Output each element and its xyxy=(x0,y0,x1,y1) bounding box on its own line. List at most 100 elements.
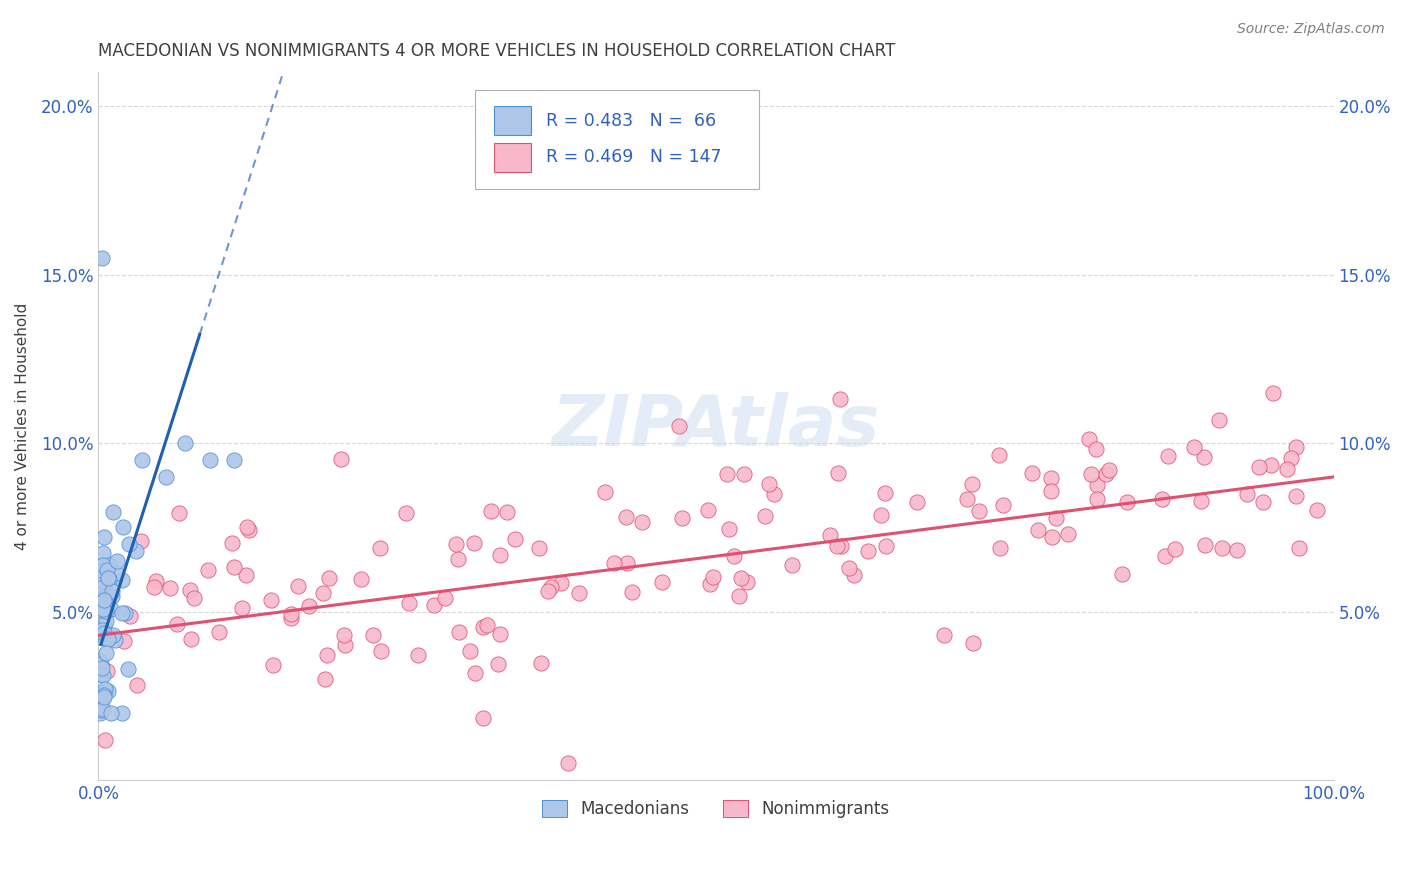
Point xyxy=(875,539,897,553)
Point xyxy=(166,616,188,631)
Point xyxy=(1164,542,1187,557)
Point xyxy=(94,592,117,607)
Point xyxy=(991,498,1014,512)
Point xyxy=(1260,458,1282,473)
Point xyxy=(118,609,141,624)
Point xyxy=(98,630,121,644)
Point xyxy=(112,520,135,534)
Point xyxy=(361,628,384,642)
Point xyxy=(1251,494,1274,508)
Point xyxy=(447,552,470,566)
Point xyxy=(1157,450,1180,464)
Text: Source: ZipAtlas.com: Source: ZipAtlas.com xyxy=(1237,22,1385,37)
Point xyxy=(1285,440,1308,454)
Point xyxy=(100,706,122,720)
Legend: Macedonians, Nonimmigrants: Macedonians, Nonimmigrants xyxy=(536,794,896,825)
Point xyxy=(224,453,246,467)
Point xyxy=(1285,489,1308,503)
Point xyxy=(114,606,136,620)
Point xyxy=(93,593,115,607)
Point xyxy=(93,595,115,609)
Point xyxy=(208,625,231,640)
Point xyxy=(280,611,302,625)
Point xyxy=(1026,523,1049,537)
Point xyxy=(651,574,673,589)
Point xyxy=(91,558,114,573)
Point xyxy=(1111,567,1133,582)
Point xyxy=(1085,492,1108,507)
Point xyxy=(697,503,720,517)
Point xyxy=(231,600,253,615)
Point xyxy=(1279,450,1302,465)
Point xyxy=(94,614,117,628)
Point xyxy=(103,505,125,519)
Point xyxy=(1115,495,1137,509)
Point xyxy=(96,683,118,698)
Point xyxy=(145,574,167,589)
Point xyxy=(1057,527,1080,541)
Point xyxy=(486,657,509,671)
Point xyxy=(198,453,221,467)
Point xyxy=(825,539,848,553)
Point xyxy=(1236,487,1258,501)
Point xyxy=(97,632,120,646)
Point xyxy=(827,467,849,481)
Text: R = 0.469   N = 147: R = 0.469 N = 147 xyxy=(546,148,721,167)
Point xyxy=(89,631,111,645)
Point xyxy=(287,579,309,593)
Point xyxy=(93,688,115,702)
Point xyxy=(728,589,751,603)
Point xyxy=(155,470,177,484)
Point xyxy=(89,654,111,668)
Point xyxy=(96,665,118,679)
Point xyxy=(90,703,112,717)
Point xyxy=(96,563,118,577)
Point xyxy=(1192,450,1215,464)
Point xyxy=(489,549,512,563)
Point xyxy=(260,593,283,607)
Point xyxy=(735,574,758,589)
Point xyxy=(1189,493,1212,508)
Point xyxy=(716,467,738,482)
Point xyxy=(91,668,114,682)
Point xyxy=(1021,466,1043,480)
Point xyxy=(183,591,205,606)
Point xyxy=(90,657,112,671)
Point xyxy=(298,599,321,613)
Point xyxy=(1078,432,1101,446)
Point xyxy=(754,509,776,524)
Point xyxy=(873,486,896,500)
Point xyxy=(422,598,444,612)
Point xyxy=(1194,538,1216,552)
Point xyxy=(472,620,495,634)
Point xyxy=(1084,442,1107,456)
Point xyxy=(368,541,391,556)
Point xyxy=(91,251,114,265)
Point xyxy=(93,685,115,699)
Point xyxy=(595,485,617,500)
Point xyxy=(463,535,485,549)
Point xyxy=(723,549,745,564)
Point xyxy=(127,678,149,692)
FancyBboxPatch shape xyxy=(475,90,759,189)
FancyBboxPatch shape xyxy=(494,144,531,171)
Point xyxy=(1094,467,1116,481)
Point xyxy=(314,672,336,686)
Point xyxy=(844,568,866,582)
Point xyxy=(1080,467,1102,481)
Point xyxy=(90,691,112,706)
Point xyxy=(224,559,246,574)
Point xyxy=(90,574,112,588)
Point xyxy=(505,533,527,547)
Point xyxy=(111,573,134,587)
Point xyxy=(1226,542,1249,557)
Point xyxy=(93,619,115,633)
Point xyxy=(318,571,340,585)
Point xyxy=(94,631,117,645)
Point xyxy=(838,561,860,575)
Point xyxy=(962,636,984,650)
Point xyxy=(91,624,114,638)
Point xyxy=(101,590,124,604)
Point xyxy=(1040,531,1063,545)
Point xyxy=(174,436,197,450)
